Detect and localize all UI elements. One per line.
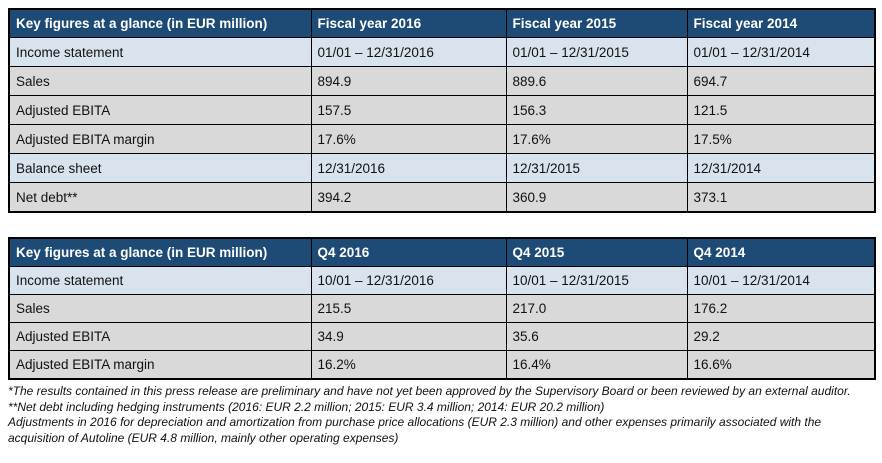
value-cell: 215.5 — [310, 294, 507, 323]
footnote-line: acquisition of Autoline (EUR 4.8 million… — [8, 430, 399, 445]
value-cell: 35.6 — [505, 322, 688, 351]
value-cell: 12/31/2016 — [310, 153, 507, 183]
value-cell: 01/01 – 12/31/2014 — [686, 37, 876, 67]
column-header-cell: Q4 2014 — [686, 237, 876, 267]
value-cell: 12/31/2014 — [686, 153, 876, 183]
value-cell: 373.1 — [686, 182, 876, 213]
table-row: Income statement 10/01 – 12/31/2016 10/01 … — [8, 266, 876, 295]
value-cell: 17.6% — [505, 124, 688, 154]
row-label-cell: Sales — [8, 294, 312, 323]
footnote-line: **Net debt including hedging instruments… — [8, 399, 605, 414]
value-cell: 694.7 — [686, 66, 876, 96]
column-header-cell: Q4 2016 — [310, 237, 507, 267]
table-row: Sales 215.5 217.0 176.2 — [8, 294, 876, 323]
quarterly-key-figures-table: Key figures at a glance (in EUR million)… — [8, 237, 876, 380]
value-cell: 34.9 — [310, 322, 507, 351]
value-cell: 17.5% — [686, 124, 876, 154]
table-title-header-cell: Key figures at a glance (in EUR million) — [8, 8, 312, 38]
value-cell: 176.2 — [686, 294, 876, 323]
row-label-cell: Balance sheet — [8, 153, 312, 183]
value-cell: 10/01 – 12/31/2014 — [686, 266, 876, 295]
value-cell: 16.4% — [505, 350, 688, 380]
column-header-cell: Fiscal year 2014 — [686, 8, 876, 38]
value-cell: 12/31/2015 — [505, 153, 688, 183]
table-row: Adjusted EBITA 34.9 35.6 29.2 — [8, 322, 876, 351]
column-header-cell: Fiscal year 2015 — [505, 8, 688, 38]
value-cell: 10/01 – 12/31/2016 — [310, 266, 507, 295]
value-cell: 156.3 — [505, 95, 688, 125]
footnote-line: *The results contained in this press rel… — [8, 384, 851, 398]
table-row: Adjusted EBITA 157.5 156.3 121.5 — [8, 95, 876, 125]
value-cell: 394.2 — [310, 182, 507, 213]
row-label-cell: Income statement — [8, 37, 312, 67]
value-cell: 889.6 — [505, 66, 688, 96]
row-label-cell: Net debt** — [8, 182, 312, 213]
value-cell: 16.6% — [686, 350, 876, 380]
footnote-line: Adjustments in 2016 for depreciation and… — [8, 415, 822, 429]
table-gap — [8, 213, 875, 237]
footnotes: *The results contained in this press rel… — [8, 384, 875, 446]
value-cell: 157.5 — [310, 95, 507, 125]
value-cell: 121.5 — [686, 95, 876, 125]
value-cell: 01/01 – 12/31/2015 — [505, 37, 688, 67]
table-header-row: Key figures at a glance (in EUR million)… — [8, 8, 876, 38]
table-row: Net debt** 394.2 360.9 373.1 — [8, 182, 876, 213]
row-label-cell: Adjusted EBITA margin — [8, 124, 312, 154]
column-header-cell: Q4 2015 — [505, 237, 688, 267]
value-cell: 360.9 — [505, 182, 688, 213]
table-header-row: Key figures at a glance (in EUR million)… — [8, 237, 876, 267]
table-row: Adjusted EBITA margin 17.6% 17.6% 17.5% — [8, 124, 876, 154]
value-cell: 894.9 — [310, 66, 507, 96]
value-cell: 217.0 — [505, 294, 688, 323]
row-label-cell: Adjusted EBITA — [8, 322, 312, 351]
table-row: Adjusted EBITA margin 16.2% 16.4% 16.6% — [8, 350, 876, 380]
value-cell: 17.6% — [310, 124, 507, 154]
column-header-cell: Fiscal year 2016 — [310, 8, 507, 38]
value-cell: 16.2% — [310, 350, 507, 380]
table-title-header-cell: Key figures at a glance (in EUR million) — [8, 237, 312, 267]
table-row: Balance sheet 12/31/2016 12/31/2015 12/31/2… — [8, 153, 876, 183]
value-cell: 29.2 — [686, 322, 876, 351]
row-label-cell: Sales — [8, 66, 312, 96]
annual-key-figures-table: Key figures at a glance (in EUR million)… — [8, 8, 876, 213]
row-label-cell: Adjusted EBITA margin — [8, 350, 312, 380]
value-cell: 10/01 – 12/31/2015 — [505, 266, 688, 295]
row-label-cell: Adjusted EBITA — [8, 95, 312, 125]
table-row: Sales 894.9 889.6 694.7 — [8, 66, 876, 96]
value-cell: 01/01 – 12/31/2016 — [310, 37, 507, 67]
table-row: Income statement 01/01 – 12/31/2016 01/01 … — [8, 37, 876, 67]
row-label-cell: Income statement — [8, 266, 312, 295]
